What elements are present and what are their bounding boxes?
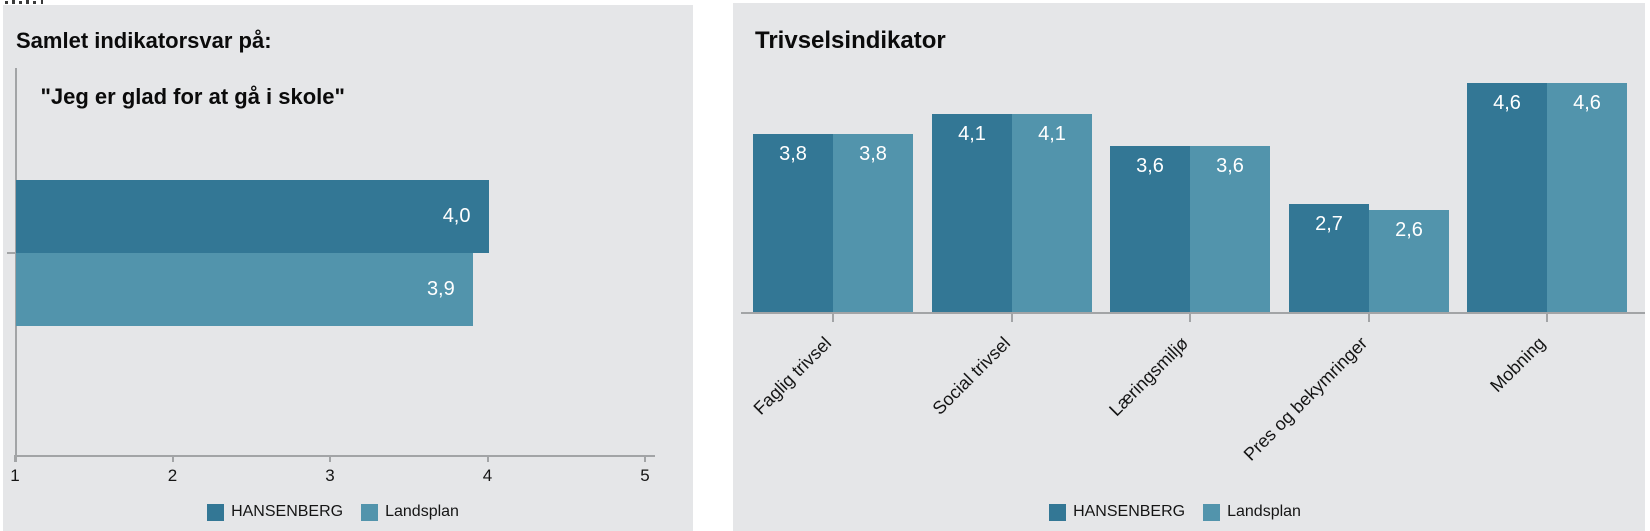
x-axis-line bbox=[741, 312, 1645, 314]
bar-landsplan-2: 4,1 bbox=[1012, 114, 1092, 312]
legend-swatch bbox=[1049, 503, 1067, 521]
bar-value-label: 3,6 bbox=[1216, 155, 1244, 178]
x-axis-tick bbox=[329, 455, 331, 462]
legend-label: Landsplan bbox=[385, 503, 459, 520]
legend-label: Landsplan bbox=[1227, 503, 1301, 520]
bar-value-label: 4,1 bbox=[1038, 123, 1066, 146]
bar-landsplan-3: 3,6 bbox=[1190, 146, 1270, 312]
y-axis-tick bbox=[7, 252, 16, 254]
x-axis-line bbox=[15, 455, 655, 457]
bar-landsplan-5: 4,6 bbox=[1547, 82, 1627, 312]
x-axis-tick bbox=[832, 314, 834, 322]
category-label: Faglig trivsel bbox=[749, 333, 836, 419]
bar-hansenberg-3: 3,6 bbox=[1110, 146, 1190, 312]
bar-hansenberg: 4,0 bbox=[16, 180, 489, 253]
x-axis-tick bbox=[644, 455, 646, 462]
legend-swatch bbox=[207, 503, 225, 521]
trivselsindikator-chart-panel: Trivselsindikator 3,8 3,8 Faglig trivsel 4,… bbox=[733, 3, 1645, 531]
category-label: Pres og bekymringer bbox=[1239, 333, 1372, 465]
legend-label: HANSENBERG bbox=[231, 503, 344, 520]
x-axis-tick bbox=[1011, 314, 1013, 322]
chart-legend: HANSENBERG Landsplan bbox=[733, 503, 1617, 521]
chart-title: Trivselsindikator bbox=[755, 26, 946, 54]
legend-item-landsplan: Landsplan bbox=[361, 503, 459, 521]
x-axis-tick-label: 3 bbox=[325, 466, 335, 485]
legend-swatch bbox=[1203, 503, 1221, 521]
x-axis-tick-label: 5 bbox=[640, 466, 650, 485]
legend-label: HANSENBERG bbox=[1073, 503, 1186, 520]
legend-item-hansenberg: HANSENBERG bbox=[207, 503, 343, 521]
horizontal-bar-plot-area: 4,0 3,9 1 2 3 4 5 bbox=[3, 5, 693, 531]
bar-hansenberg-4: 2,7 bbox=[1289, 203, 1369, 312]
x-axis-tick bbox=[14, 455, 16, 462]
bar-landsplan: 3,9 bbox=[16, 253, 473, 326]
legend-swatch bbox=[361, 503, 379, 521]
chart-title-line-1: Samlet indikatorsvar på: bbox=[16, 28, 272, 54]
x-axis-tick-label: 4 bbox=[482, 466, 493, 485]
bar-value-label: 3,8 bbox=[859, 142, 887, 165]
legend-item-landsplan: Landsplan bbox=[1203, 503, 1301, 521]
bar-value-label: 4,6 bbox=[1493, 91, 1521, 114]
category-label: Læringsmiljø bbox=[1105, 333, 1193, 420]
x-axis-tick-label: 1 bbox=[10, 466, 20, 485]
bar-value-label: 3,9 bbox=[426, 278, 455, 300]
chart-title-line-2: "Jeg er glad for at gå i skole" bbox=[40, 84, 345, 110]
legend-item-hansenberg: HANSENBERG bbox=[1049, 503, 1185, 521]
clipped-text-fragment bbox=[5, 0, 43, 4]
bar-landsplan-4: 2,6 bbox=[1369, 210, 1449, 312]
bar-value-label: 2,7 bbox=[1315, 212, 1343, 235]
x-axis-tick bbox=[486, 455, 489, 462]
bar-value-label: 2,6 bbox=[1395, 219, 1423, 241]
bar-value-label: 4,0 bbox=[442, 205, 471, 227]
bar-value-label: 3,8 bbox=[779, 142, 807, 165]
category-label: Social trivsel bbox=[928, 333, 1015, 419]
x-axis-tick bbox=[1546, 314, 1548, 322]
bar-hansenberg-2: 4,1 bbox=[932, 114, 1012, 312]
x-axis-tick-label: 2 bbox=[167, 466, 178, 485]
vertical-bar-plot-area: 3,8 3,8 Faglig trivsel 4,1 4,1 Social trivsel… bbox=[733, 3, 1645, 531]
school-satisfaction-chart-panel: Samlet indikatorsvar på: "Jeg er glad fo… bbox=[3, 5, 693, 531]
bar-landsplan-1: 3,8 bbox=[833, 133, 913, 312]
bar-value-label: 4,1 bbox=[958, 123, 986, 146]
bar-value-label: 4,6 bbox=[1573, 91, 1601, 114]
bar-hansenberg-5: 4,6 bbox=[1467, 82, 1547, 312]
bar-value-label: 3,6 bbox=[1136, 155, 1164, 178]
chart-title: Samlet indikatorsvar på: "Jeg er glad fo… bbox=[16, 27, 345, 139]
category-label: Mobning bbox=[1486, 333, 1550, 396]
chart-legend: HANSENBERG Landsplan bbox=[3, 503, 663, 521]
x-axis-tick bbox=[1189, 314, 1191, 322]
bar-hansenberg-1: 3,8 bbox=[753, 133, 833, 312]
x-axis-tick bbox=[171, 455, 174, 462]
x-axis-tick bbox=[1368, 314, 1370, 322]
